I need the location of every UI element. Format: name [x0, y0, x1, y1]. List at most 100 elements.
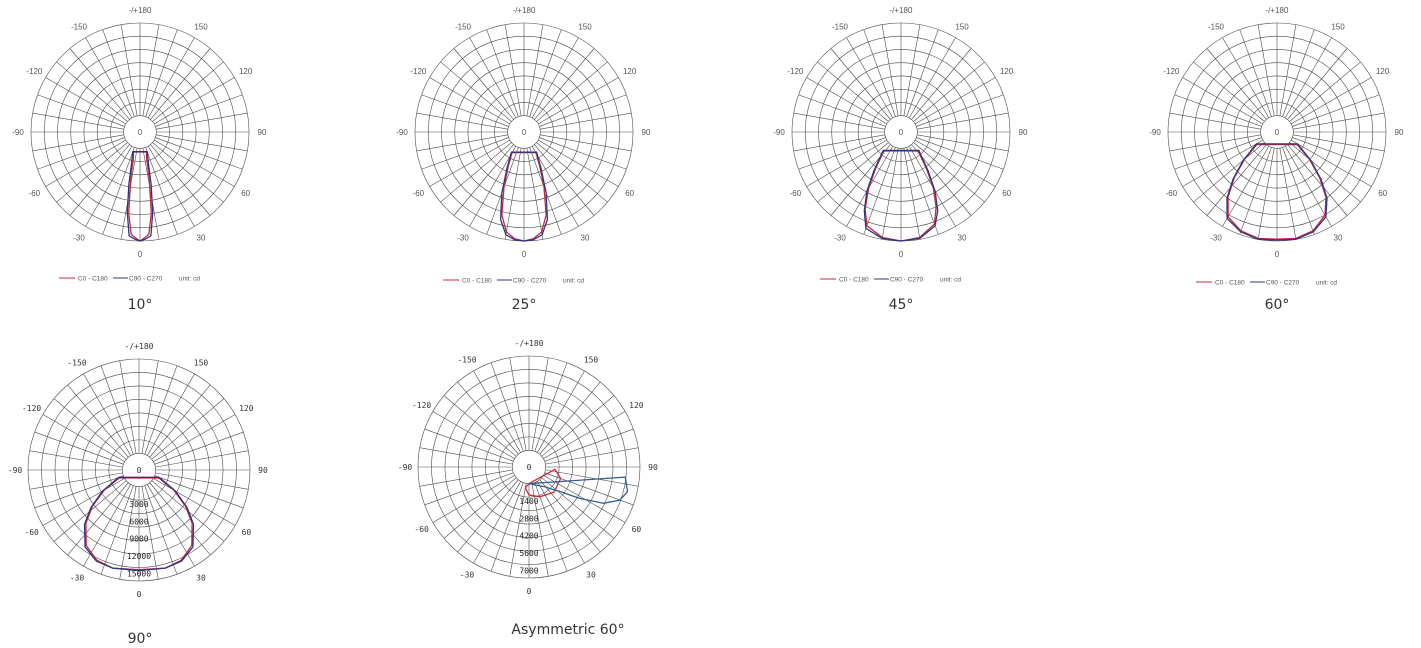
- grid-spoke: [102, 147, 135, 235]
- angle-label: -30: [457, 234, 469, 243]
- grid-spoke: [917, 134, 1009, 152]
- grid-spoke: [537, 370, 585, 453]
- legend-unit: unit: cd: [940, 277, 961, 284]
- grid-spoke: [1279, 24, 1297, 116]
- angle-label: -60: [24, 528, 39, 537]
- angle-label: 90: [648, 463, 658, 472]
- grid-spoke: [1292, 137, 1380, 170]
- grid-spoke: [145, 29, 178, 117]
- grid-spoke: [429, 77, 510, 125]
- angle-label: -/+180: [1266, 6, 1289, 15]
- grid-spoke: [504, 148, 522, 240]
- grid-spoke: [149, 482, 211, 556]
- angle-label: 90: [642, 128, 651, 137]
- legend: C0 - C180 C90 - C270 unit: cd: [1196, 280, 1337, 287]
- grid-spoke: [1257, 24, 1275, 116]
- grid-spoke: [1222, 146, 1270, 227]
- grid-spoke: [534, 144, 595, 216]
- center-label: 0: [527, 463, 532, 472]
- grid-spoke: [509, 483, 527, 577]
- radial-tick-label: 9000: [129, 535, 148, 544]
- grid-spoke: [1174, 137, 1262, 170]
- grid-spoke: [37, 94, 125, 127]
- angle-label: -120: [26, 67, 43, 76]
- grid-spoke: [45, 77, 126, 125]
- angle-label: -150: [457, 356, 476, 365]
- chart-caption: Asymmetric 60°: [511, 622, 624, 638]
- grid-spoke: [32, 134, 124, 152]
- grid-spoke: [102, 29, 135, 117]
- grid-spoke: [526, 148, 544, 240]
- grid-spoke: [908, 37, 956, 118]
- grid-spoke: [863, 29, 896, 117]
- grid-spoke: [152, 61, 224, 122]
- angle-label: 120: [629, 401, 644, 410]
- grid-spoke: [1174, 94, 1262, 127]
- grid-spoke: [453, 144, 514, 216]
- polar-chart-90: -/+180 150 120 90 60 30 0 -30 -60 -90 -120 -150 0 300…: [8, 342, 268, 599]
- grid-spoke: [545, 447, 639, 465]
- radial-tick-label: 3000: [129, 500, 148, 509]
- grid-spoke: [85, 37, 133, 118]
- grid-spoke: [830, 48, 891, 120]
- angle-label: -/+180: [513, 6, 536, 15]
- grid-spoke: [539, 381, 601, 455]
- grid-spoke: [903, 24, 921, 116]
- angle-label: 30: [197, 234, 206, 243]
- grid-spoke: [85, 146, 133, 227]
- grid-spoke: [1291, 139, 1372, 187]
- angle-label: -120: [22, 404, 41, 413]
- grid-spoke: [538, 77, 619, 125]
- grid-spoke: [154, 77, 235, 125]
- angle-label: -60: [29, 189, 41, 198]
- series-curve: [863, 149, 939, 242]
- grid-spoke: [536, 61, 608, 122]
- grid-spoke: [1289, 142, 1361, 203]
- grid-spoke: [424, 428, 514, 462]
- polar-chart-25: -/+180 150 120 90 60 30 0 -30 -60 -90 -120 -150 0 C0 …: [396, 6, 651, 285]
- grid-spoke: [469, 146, 517, 227]
- angle-label: 150: [955, 22, 969, 31]
- grid-spoke: [453, 48, 514, 120]
- chart-caption: 25°: [512, 297, 537, 313]
- grid-spoke: [473, 370, 521, 453]
- grid-spoke: [144, 365, 178, 455]
- center-label: 0: [1275, 128, 1280, 137]
- angle-label: -150: [67, 359, 86, 368]
- grid-spoke: [421, 94, 509, 127]
- angle-label: 120: [239, 67, 253, 76]
- grid-spoke: [540, 134, 632, 152]
- grid-spoke: [903, 148, 921, 240]
- grid-spoke: [29, 472, 123, 490]
- grid-spoke: [421, 137, 509, 170]
- angle-label: 0: [138, 250, 143, 259]
- grid-spoke: [1182, 77, 1263, 125]
- grid-spoke: [916, 137, 1004, 170]
- grid-spoke: [432, 475, 515, 523]
- grid-spoke: [1257, 148, 1275, 240]
- grid-spoke: [424, 472, 514, 506]
- grid-spoke: [100, 485, 134, 575]
- grid-spoke: [1282, 147, 1315, 235]
- grid-spoke: [473, 481, 521, 564]
- grid-spoke: [29, 450, 123, 468]
- grid-spoke: [69, 144, 130, 216]
- grid-spoke: [915, 77, 996, 125]
- legend-label: C0 - C180: [839, 277, 869, 284]
- grid-spoke: [531, 483, 549, 577]
- grid-spoke: [544, 428, 634, 462]
- grid-spoke: [1206, 144, 1267, 216]
- grid-spoke: [529, 29, 562, 117]
- grid-spoke: [154, 475, 244, 509]
- angle-label: -30: [460, 570, 475, 579]
- radial-tick-label: 15000: [127, 569, 151, 578]
- angle-label: 120: [1376, 67, 1390, 76]
- legend-label: C90 - C270: [890, 277, 924, 284]
- grid-spoke: [1279, 148, 1297, 240]
- chart-caption: 90°: [128, 631, 153, 647]
- grid-spoke: [1222, 37, 1270, 118]
- chart-caption: 10°: [128, 297, 153, 313]
- grid-spoke: [155, 137, 243, 170]
- grid-spoke: [147, 373, 195, 456]
